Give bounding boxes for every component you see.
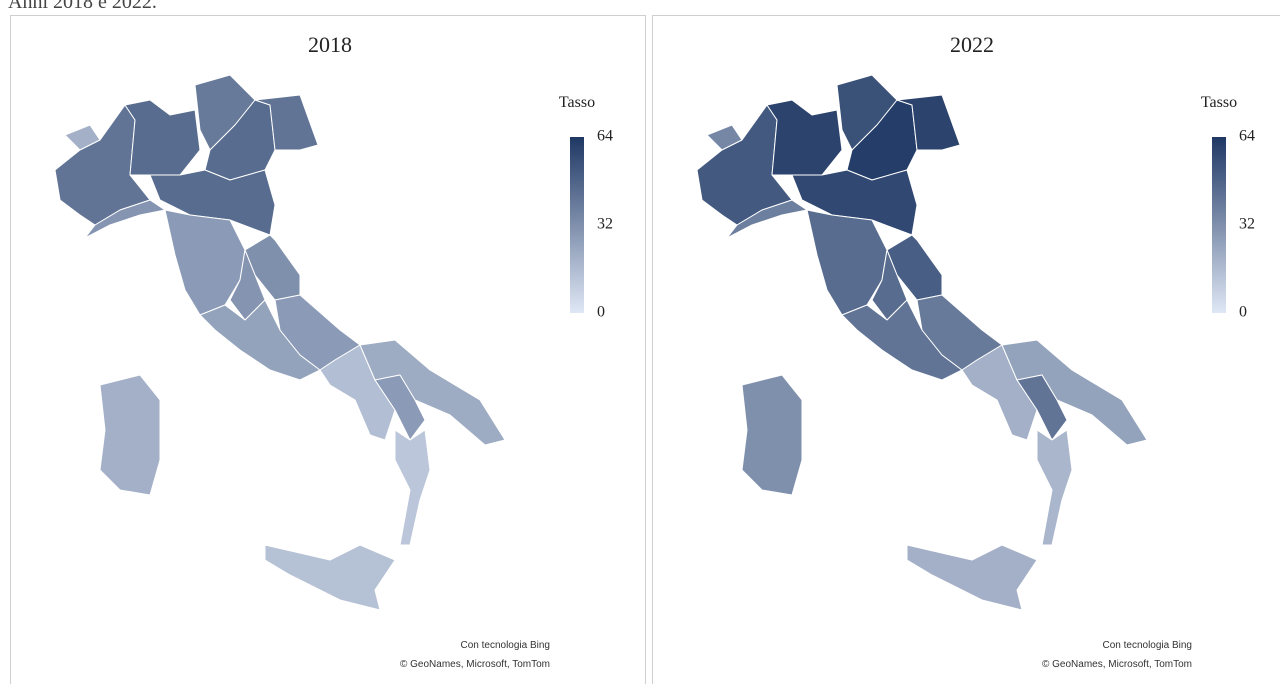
region — [264, 544, 396, 611]
region — [84, 199, 166, 239]
region — [806, 209, 888, 316]
region — [1016, 374, 1068, 441]
credit: Con tecnologia Bing — [460, 640, 550, 651]
region — [149, 169, 276, 236]
region — [374, 374, 426, 441]
region — [896, 94, 961, 151]
legend-tick-label: 64 — [597, 128, 613, 145]
region — [1036, 429, 1073, 546]
legend-title: Tasso — [1201, 94, 1237, 111]
region — [791, 169, 918, 236]
region — [99, 374, 161, 496]
credit: © GeoNames, Microsoft, TomTom — [1042, 659, 1192, 670]
legend-title: Tasso — [559, 94, 595, 111]
legend-tick-label: 64 — [1239, 128, 1255, 145]
region — [726, 199, 808, 239]
region — [906, 544, 1038, 611]
region — [961, 344, 1038, 441]
map-title: 2022 — [950, 32, 994, 57]
region — [319, 344, 396, 441]
legend-tick-label: 0 — [597, 304, 605, 321]
credit: Con tecnologia Bing — [1102, 640, 1192, 651]
legend-tick-label: 0 — [1239, 304, 1247, 321]
map-title: 2018 — [308, 32, 352, 57]
region — [199, 299, 321, 381]
color-bar — [570, 137, 584, 313]
legend-tick-label: 32 — [597, 216, 613, 233]
region — [254, 94, 319, 151]
region — [164, 209, 246, 316]
map-panel: 2022 Tasso 0 32 64 Con tecnologia Bing © GeoNa… — [696, 32, 1255, 670]
credit: © GeoNames, Microsoft, TomTom — [400, 659, 550, 670]
region — [394, 429, 431, 546]
map-panel: 2018 Tasso 0 32 64 Con tecnologia Bing © GeoNa… — [54, 32, 613, 670]
panel-border — [10, 15, 646, 684]
color-bar — [1212, 137, 1226, 313]
panel-border — [652, 15, 1280, 684]
region — [741, 374, 803, 496]
region — [124, 99, 201, 176]
region — [841, 299, 963, 381]
region — [766, 99, 843, 176]
caption: Anni 2018 e 2022. — [8, 0, 157, 13]
legend-tick-label: 32 — [1239, 216, 1255, 233]
